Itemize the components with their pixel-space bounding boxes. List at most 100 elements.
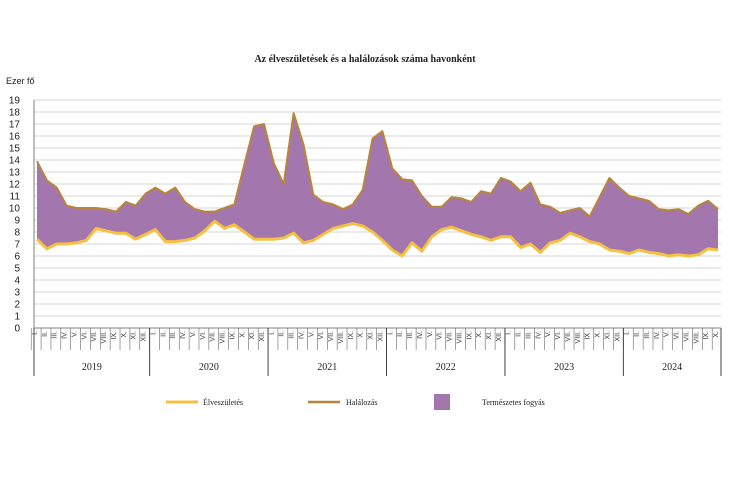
y-tick-5: 5 [14, 264, 20, 275]
month-label: IV. [417, 331, 424, 339]
year-label-2022: 2022 [436, 362, 456, 373]
month-label: I. [269, 331, 276, 335]
month-label: II. [42, 331, 49, 337]
month-label: VII. [565, 331, 572, 342]
y-tick-2: 2 [14, 300, 20, 311]
month-label: II. [397, 331, 404, 337]
month-label: XI. [486, 331, 493, 340]
month-label: X. [476, 331, 483, 338]
month-label: IV. [180, 331, 187, 339]
deaths-line [36, 112, 719, 218]
month-label: VI. [318, 331, 325, 340]
legend-decrease-label: Természetes fogyás [482, 398, 545, 407]
month-label: VII. [328, 331, 335, 342]
y-tick-13: 13 [9, 168, 21, 179]
y-tick-4: 4 [14, 276, 20, 287]
y-tick-16: 16 [9, 132, 21, 143]
month-label: VI. [81, 331, 88, 340]
y-tick-1: 1 [14, 312, 20, 323]
month-label: IX. [703, 331, 710, 340]
natural-decrease-area [37, 113, 718, 256]
month-label: XI. [249, 331, 256, 340]
month-label: X. [121, 331, 128, 338]
y-tick-12: 12 [9, 180, 21, 191]
month-label: X. [713, 331, 720, 338]
x-axis: I. II. III. IV. V. VI. VII. VIII. IX. X. XI. XII. I.… [30, 327, 722, 376]
y-tick-3: 3 [14, 288, 20, 299]
month-label: I. [624, 331, 631, 335]
month-label: X. [358, 331, 365, 338]
month-label: III. [407, 331, 414, 339]
month-label: XI. [131, 331, 138, 340]
month-label: VIII. [456, 331, 463, 344]
year-label-2024: 2024 [662, 362, 682, 373]
series-lines [35, 112, 719, 258]
y-tick-10: 10 [9, 204, 21, 215]
month-label: V. [308, 331, 315, 337]
month-label: VII. [210, 331, 217, 342]
month-label: III. [52, 331, 59, 339]
month-label: VIII. [220, 331, 227, 344]
legend-deaths-label: Halálozás [346, 398, 378, 407]
month-label: IV. [535, 331, 542, 339]
month-label: VIII. [338, 331, 345, 344]
month-label: V. [427, 331, 434, 337]
y-tick-17: 17 [9, 120, 21, 131]
month-label: II. [279, 331, 286, 337]
month-label: VII. [447, 331, 454, 342]
y-tick-6: 6 [14, 252, 20, 263]
month-label: VI. [674, 331, 681, 340]
y-tick-18: 18 [9, 108, 21, 119]
y-tick-7: 7 [14, 240, 20, 251]
month-label: XII. [141, 331, 148, 342]
month-label: IV. [654, 331, 661, 339]
month-label: V. [190, 331, 197, 337]
legend: Élveszületés Halálozás Természetes fogyás [166, 394, 545, 410]
y-tick-9: 9 [14, 216, 20, 227]
month-label: VI. [555, 331, 562, 340]
month-label: I. [387, 331, 394, 335]
month-label: II. [516, 331, 523, 337]
y-axis-label: Ezer fő [6, 76, 35, 86]
year-label-2023: 2023 [554, 362, 574, 373]
month-label: XII. [259, 331, 266, 342]
year-label-2020: 2020 [199, 362, 219, 373]
y-tick-8: 8 [14, 228, 20, 239]
month-label: III. [644, 331, 651, 339]
year-label-2019: 2019 [82, 362, 102, 373]
chart-title: Az élveszületések és a halálozások száma… [254, 54, 476, 65]
month-label: V. [545, 331, 552, 337]
month-label: X. [595, 331, 602, 338]
month-label: IX. [466, 331, 473, 340]
month-label: V. [72, 331, 79, 337]
month-label: III. [170, 331, 177, 339]
month-label: VII. [91, 331, 98, 342]
y-tick-14: 14 [9, 156, 21, 167]
y-tick-0: 0 [14, 324, 20, 335]
month-label: I. [32, 331, 39, 335]
legend-births-label: Élveszületés [203, 397, 243, 407]
month-label: IX. [585, 331, 592, 340]
month-label: IV. [299, 331, 306, 339]
month-label: IV. [62, 331, 69, 339]
month-label: XII. [614, 331, 621, 342]
year-label-2021: 2021 [317, 362, 337, 373]
y-tick-19: 19 [9, 96, 21, 107]
month-label: XI. [604, 331, 611, 340]
y-tick-11: 11 [10, 192, 21, 203]
month-label: VIII. [693, 331, 700, 344]
month-label: VII. [683, 331, 690, 342]
month-label: IX. [229, 331, 236, 340]
month-label: XII. [377, 331, 384, 342]
month-label: III. [526, 331, 533, 339]
month-label: XI. [368, 331, 375, 340]
births-line [35, 219, 719, 258]
month-label: VI. [437, 331, 444, 340]
month-label: VIII. [575, 331, 582, 344]
y-tick-15: 15 [9, 144, 21, 155]
month-label: II. [160, 331, 167, 337]
month-label: XII. [496, 331, 503, 342]
month-label: I. [506, 331, 513, 335]
